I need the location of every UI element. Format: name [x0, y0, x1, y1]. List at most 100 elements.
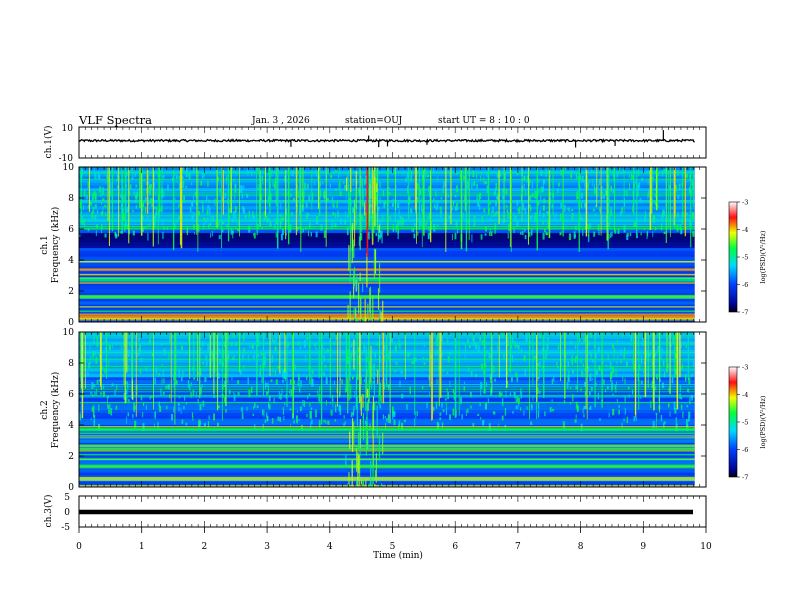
spectrogram-speckle [506, 209, 509, 213]
spectrogram-speckle [551, 399, 553, 402]
spectrogram-speckle [573, 231, 576, 239]
spectrogram-speckle [588, 228, 590, 237]
spectrogram-speckle [95, 356, 98, 364]
spectrogram-speckle [524, 217, 527, 223]
spectrogram-speckle [397, 202, 400, 209]
spectrogram-speckle [674, 352, 677, 358]
spectrogram-speckle [233, 391, 235, 394]
spectrogram-speckle [93, 339, 95, 345]
spectrogram-speckle [294, 365, 296, 371]
spectrogram-speckle [208, 415, 210, 420]
spectrogram-speckle [686, 212, 688, 216]
spectrogram-speckle [116, 179, 118, 182]
spectrogram-speckle [319, 337, 321, 342]
y-tick-label: 10 [63, 163, 75, 173]
spectrogram-speckle [248, 210, 251, 219]
spectrogram-speckle [615, 369, 617, 377]
spectrogram-speckle [264, 352, 266, 360]
spectrogram-speckle [192, 389, 195, 397]
spectrogram-speckle [106, 396, 109, 399]
spectrogram-speckle [416, 410, 418, 416]
spectrogram-speckle [234, 186, 237, 193]
spectrogram-speckle [471, 234, 473, 243]
spectrogram-speckle [652, 420, 655, 428]
spectrogram-speckle [241, 193, 244, 199]
spectrogram-speckle [417, 231, 419, 236]
spectrogram-speckle [207, 204, 210, 209]
x-tick-label: 1 [139, 542, 145, 552]
colorbar-tick-label: -7 [742, 474, 748, 482]
spectrogram-speckle [530, 228, 533, 235]
spectrogram-speckle [198, 211, 201, 216]
spectrogram-speckle [203, 217, 206, 221]
spectrogram-speckle [375, 232, 378, 237]
spectrogram-speckle [86, 371, 89, 377]
spectrogram-speckle [261, 226, 263, 230]
spectrogram-speckle [126, 172, 128, 176]
spectrogram-speckle [657, 346, 660, 353]
spectrogram-speckle [132, 230, 135, 236]
figure-title: VLF Spectra [78, 113, 152, 127]
spectrogram-speckle [331, 196, 334, 203]
spectrogram-speckle [394, 211, 396, 219]
spectrogram-speckle [272, 180, 274, 187]
spectrogram-speckle [580, 193, 583, 199]
spectrogram-speckle [173, 172, 175, 176]
spectrogram-speckle [93, 384, 96, 387]
spectrogram-speckle [353, 405, 355, 411]
spectrogram-speckle [519, 231, 522, 235]
spectrogram-speckle [480, 389, 482, 396]
y-tick-label: 4 [68, 421, 74, 431]
spectrogram-speckle [86, 195, 88, 200]
x-axis-ticks [78, 127, 707, 533]
spectrogram-speckle [218, 220, 220, 228]
spectrogram-speckle [669, 185, 672, 191]
spectrogram-speckle [283, 416, 285, 421]
spectrogram-speckle [582, 229, 584, 236]
spectrogram-speckle [90, 201, 92, 206]
spectrogram-speckle [676, 224, 679, 232]
y-tick-label: 6 [68, 390, 74, 400]
spectrogram-speckle [562, 421, 564, 428]
date-label: Jan. 3 , 2026 [251, 116, 310, 126]
spectrogram-speckle [641, 338, 644, 341]
spectrogram-speckle [427, 216, 429, 219]
spectrogram-speckle [677, 195, 680, 199]
spectrogram-speckle [311, 192, 314, 201]
spectrogram-speckle [344, 184, 347, 190]
x-tick-label: 10 [700, 542, 712, 552]
spectrogram-speckle [237, 392, 240, 396]
spectrogram-speckle [584, 391, 586, 397]
spectrogram-speckle [546, 210, 549, 214]
spectrogram-speckle [133, 402, 136, 410]
spectrogram-speckle [117, 173, 118, 181]
spectrogram-speckle [442, 409, 445, 412]
spectrogram-speckle [83, 218, 86, 227]
spectrogram-speckle [486, 172, 489, 177]
spectrogram-speckle [299, 345, 301, 350]
spectrogram-speckle [517, 208, 520, 212]
y-tick-label: 8 [68, 194, 74, 204]
spectrogram-speckle [677, 212, 679, 218]
spectrogram-speckle [198, 421, 201, 427]
spectrogram-speckle [551, 204, 553, 209]
spectrogram-speckle [633, 416, 636, 422]
spectrogram-band [79, 220, 695, 225]
spectrogram-speckle [567, 375, 569, 384]
spectrogram-speckle [564, 421, 566, 429]
spectrogram-speckle [679, 385, 681, 392]
spectrogram-speckle [282, 358, 284, 365]
spectrogram-speckle [373, 402, 376, 411]
colorbar-tick-label: -3 [742, 364, 748, 372]
spectrogram-speckle [116, 384, 118, 391]
spectrogram-speckle [356, 374, 359, 381]
spectrogram-speckle [455, 206, 458, 211]
spectrogram-band [79, 433, 695, 437]
spectrogram-speckle [346, 227, 349, 236]
spectrogram-speckle [127, 365, 129, 370]
spectrogram-speckle [407, 186, 409, 194]
spectrogram-speckle [410, 208, 413, 214]
spectrogram-speckle [574, 345, 577, 350]
spectrogram-speckle [327, 168, 330, 174]
